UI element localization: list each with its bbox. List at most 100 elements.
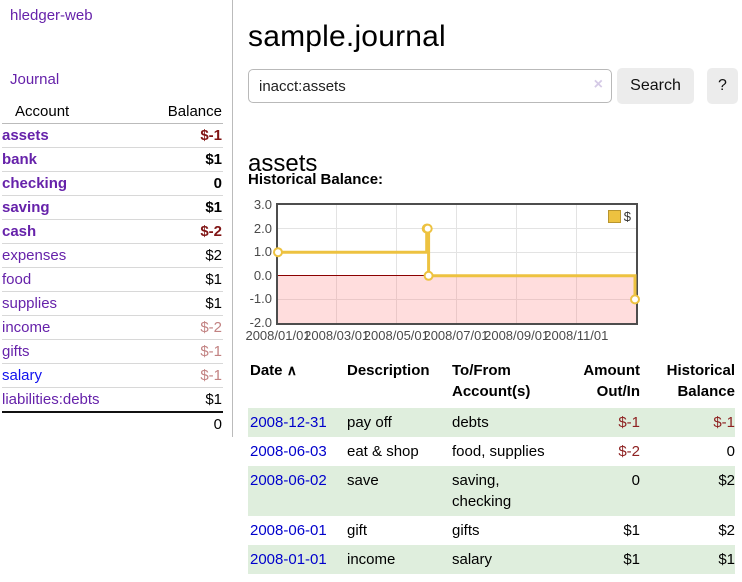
account-row: food $1	[2, 268, 223, 292]
chart-legend: $	[605, 208, 633, 225]
sort-by-date-link[interactable]: Date ∧	[250, 362, 297, 379]
account-balance: $1	[205, 271, 222, 288]
transaction-accounts: food, supplies	[452, 443, 545, 460]
transaction-row: 2008-06-03 eat & shop food, supplies $-2…	[248, 437, 735, 466]
chart-x-axis-labels: 2008/01/01 2008/03/01 2008/05/01 2008/07/01…	[245, 328, 636, 344]
transaction-accounts: salary	[450, 545, 556, 574]
page-title: sample.journal	[248, 20, 446, 54]
transaction-row: 2008-12-31 pay off debts $-1 $-1	[248, 408, 735, 437]
account-link-supplies[interactable]: supplies	[2, 295, 58, 312]
transaction-balance: $2	[718, 522, 735, 539]
x-tick-label: 2008/01/01	[245, 328, 311, 343]
account-row: supplies $1	[2, 292, 223, 316]
account-balance: $1	[205, 295, 222, 312]
account-balance: $-1	[200, 367, 222, 384]
plot-area: $	[273, 203, 640, 325]
transaction-description: eat & shop	[347, 443, 419, 460]
chart-point	[630, 294, 640, 305]
chart-point	[423, 270, 434, 281]
account-balance: $2	[205, 247, 222, 264]
x-tick-label: 2008/03/01	[304, 328, 370, 343]
description-column-header: Description	[347, 362, 430, 379]
transaction-date-link[interactable]: 2008-12-31	[250, 414, 327, 431]
account-balance: $1	[205, 151, 222, 168]
balance-step-line	[278, 227, 637, 300]
transaction-description: pay off	[345, 408, 450, 437]
search-form: × Search ?	[248, 68, 742, 104]
chart-title: Historical Balance:	[248, 171, 384, 188]
search-input[interactable]	[248, 69, 612, 103]
account-link-food[interactable]: food	[2, 271, 32, 288]
transaction-date-link[interactable]: 2008-06-03	[250, 443, 327, 460]
account-balance: $-2	[200, 319, 222, 336]
x-tick-label: 2008/09/01	[484, 328, 550, 343]
account-balance: $-2	[200, 223, 222, 240]
account-link-assets[interactable]: assets	[2, 127, 49, 144]
account-row: salary $-1	[2, 364, 223, 388]
search-button[interactable]: Search	[617, 68, 694, 104]
balance-column-header: Balance	[167, 103, 222, 120]
sidebar-item-journal[interactable]: Journal	[10, 71, 60, 88]
sidebar: hledger-web Journal Account Balance asse…	[0, 0, 233, 437]
chart-y-axis-labels: 3.0 2.0 1.0 0.0 -1.0 -2.0	[248, 198, 272, 330]
transaction-balance: $-1	[640, 408, 735, 437]
transaction-date-link[interactable]: 2008-06-01	[250, 522, 327, 539]
account-row: assets $-1	[2, 124, 223, 148]
account-row: expenses $2	[2, 244, 223, 268]
account-link-checking[interactable]: checking	[2, 175, 68, 192]
brand-link[interactable]: hledger-web	[10, 7, 93, 24]
register-header-row: Date ∧ Description To/From Account(s) Am…	[248, 358, 735, 408]
transaction-balance: $2	[640, 466, 735, 516]
transaction-accounts: debts	[450, 408, 556, 437]
account-row: cash $-2	[2, 220, 223, 244]
transaction-date-link[interactable]: 2008-01-01	[250, 551, 327, 568]
account-link-cash[interactable]: cash	[2, 223, 37, 240]
y-tick-label: -1.0	[249, 291, 272, 307]
account-link-income[interactable]: income	[2, 319, 51, 336]
account-row: checking 0	[2, 172, 223, 196]
y-tick-label: 1.0	[253, 244, 272, 260]
account-heading: assets	[248, 149, 318, 177]
account-link-expenses[interactable]: expenses	[2, 247, 67, 264]
account-link-gifts[interactable]: gifts	[2, 343, 30, 360]
accounts-table-header: Account Balance	[2, 100, 223, 124]
account-balance: $1	[205, 391, 222, 408]
transaction-amount: $1	[556, 545, 640, 574]
help-button[interactable]: ?	[707, 68, 738, 104]
clear-search-icon[interactable]: ×	[593, 76, 603, 93]
transaction-row: 2008-06-01 gift gifts $1 $2	[248, 516, 735, 545]
account-link-salary[interactable]: salary	[2, 367, 43, 384]
transaction-accounts: saving, checking	[450, 466, 556, 516]
chart-point	[273, 247, 283, 258]
transaction-description: gift	[347, 522, 368, 539]
y-tick-label: 2.0	[253, 220, 272, 236]
transaction-description: save	[345, 466, 450, 516]
transaction-amount: $-1	[556, 408, 640, 437]
chart-point	[422, 223, 433, 234]
account-link-liabilities-debts[interactable]: liabilities:debts	[2, 391, 100, 408]
transaction-balance: 0	[726, 443, 735, 460]
legend-swatch-icon	[607, 210, 621, 223]
account-link-saving[interactable]: saving	[2, 199, 50, 216]
account-row: bank $1	[2, 148, 223, 172]
transaction-balance: $1	[640, 545, 735, 574]
account-link-bank[interactable]: bank	[2, 151, 38, 168]
main-content: sample.journal × Search ? assets Histori…	[245, 0, 742, 582]
sort-ascending-icon: ∧	[286, 362, 297, 378]
transaction-amount: $1	[623, 522, 640, 539]
search-box: ×	[248, 69, 612, 103]
transaction-description: income	[345, 545, 450, 574]
transaction-row: 2008-06-02 save saving, checking 0 $2	[248, 466, 735, 516]
account-balance: $1	[205, 199, 222, 216]
balance-column-header: Historical Balance	[666, 362, 735, 400]
transaction-date-link[interactable]: 2008-06-02	[250, 472, 327, 489]
amount-column-header: Amount Out/In	[583, 362, 640, 400]
account-column-header: Account	[15, 103, 70, 120]
legend-label: $	[623, 209, 631, 224]
account-balance: 0	[213, 175, 222, 192]
account-balance: $-1	[200, 127, 222, 144]
account-row: saving $1	[2, 196, 223, 220]
transaction-accounts: gifts	[452, 522, 480, 539]
accounts-column-header: To/From Account(s)	[452, 362, 531, 400]
